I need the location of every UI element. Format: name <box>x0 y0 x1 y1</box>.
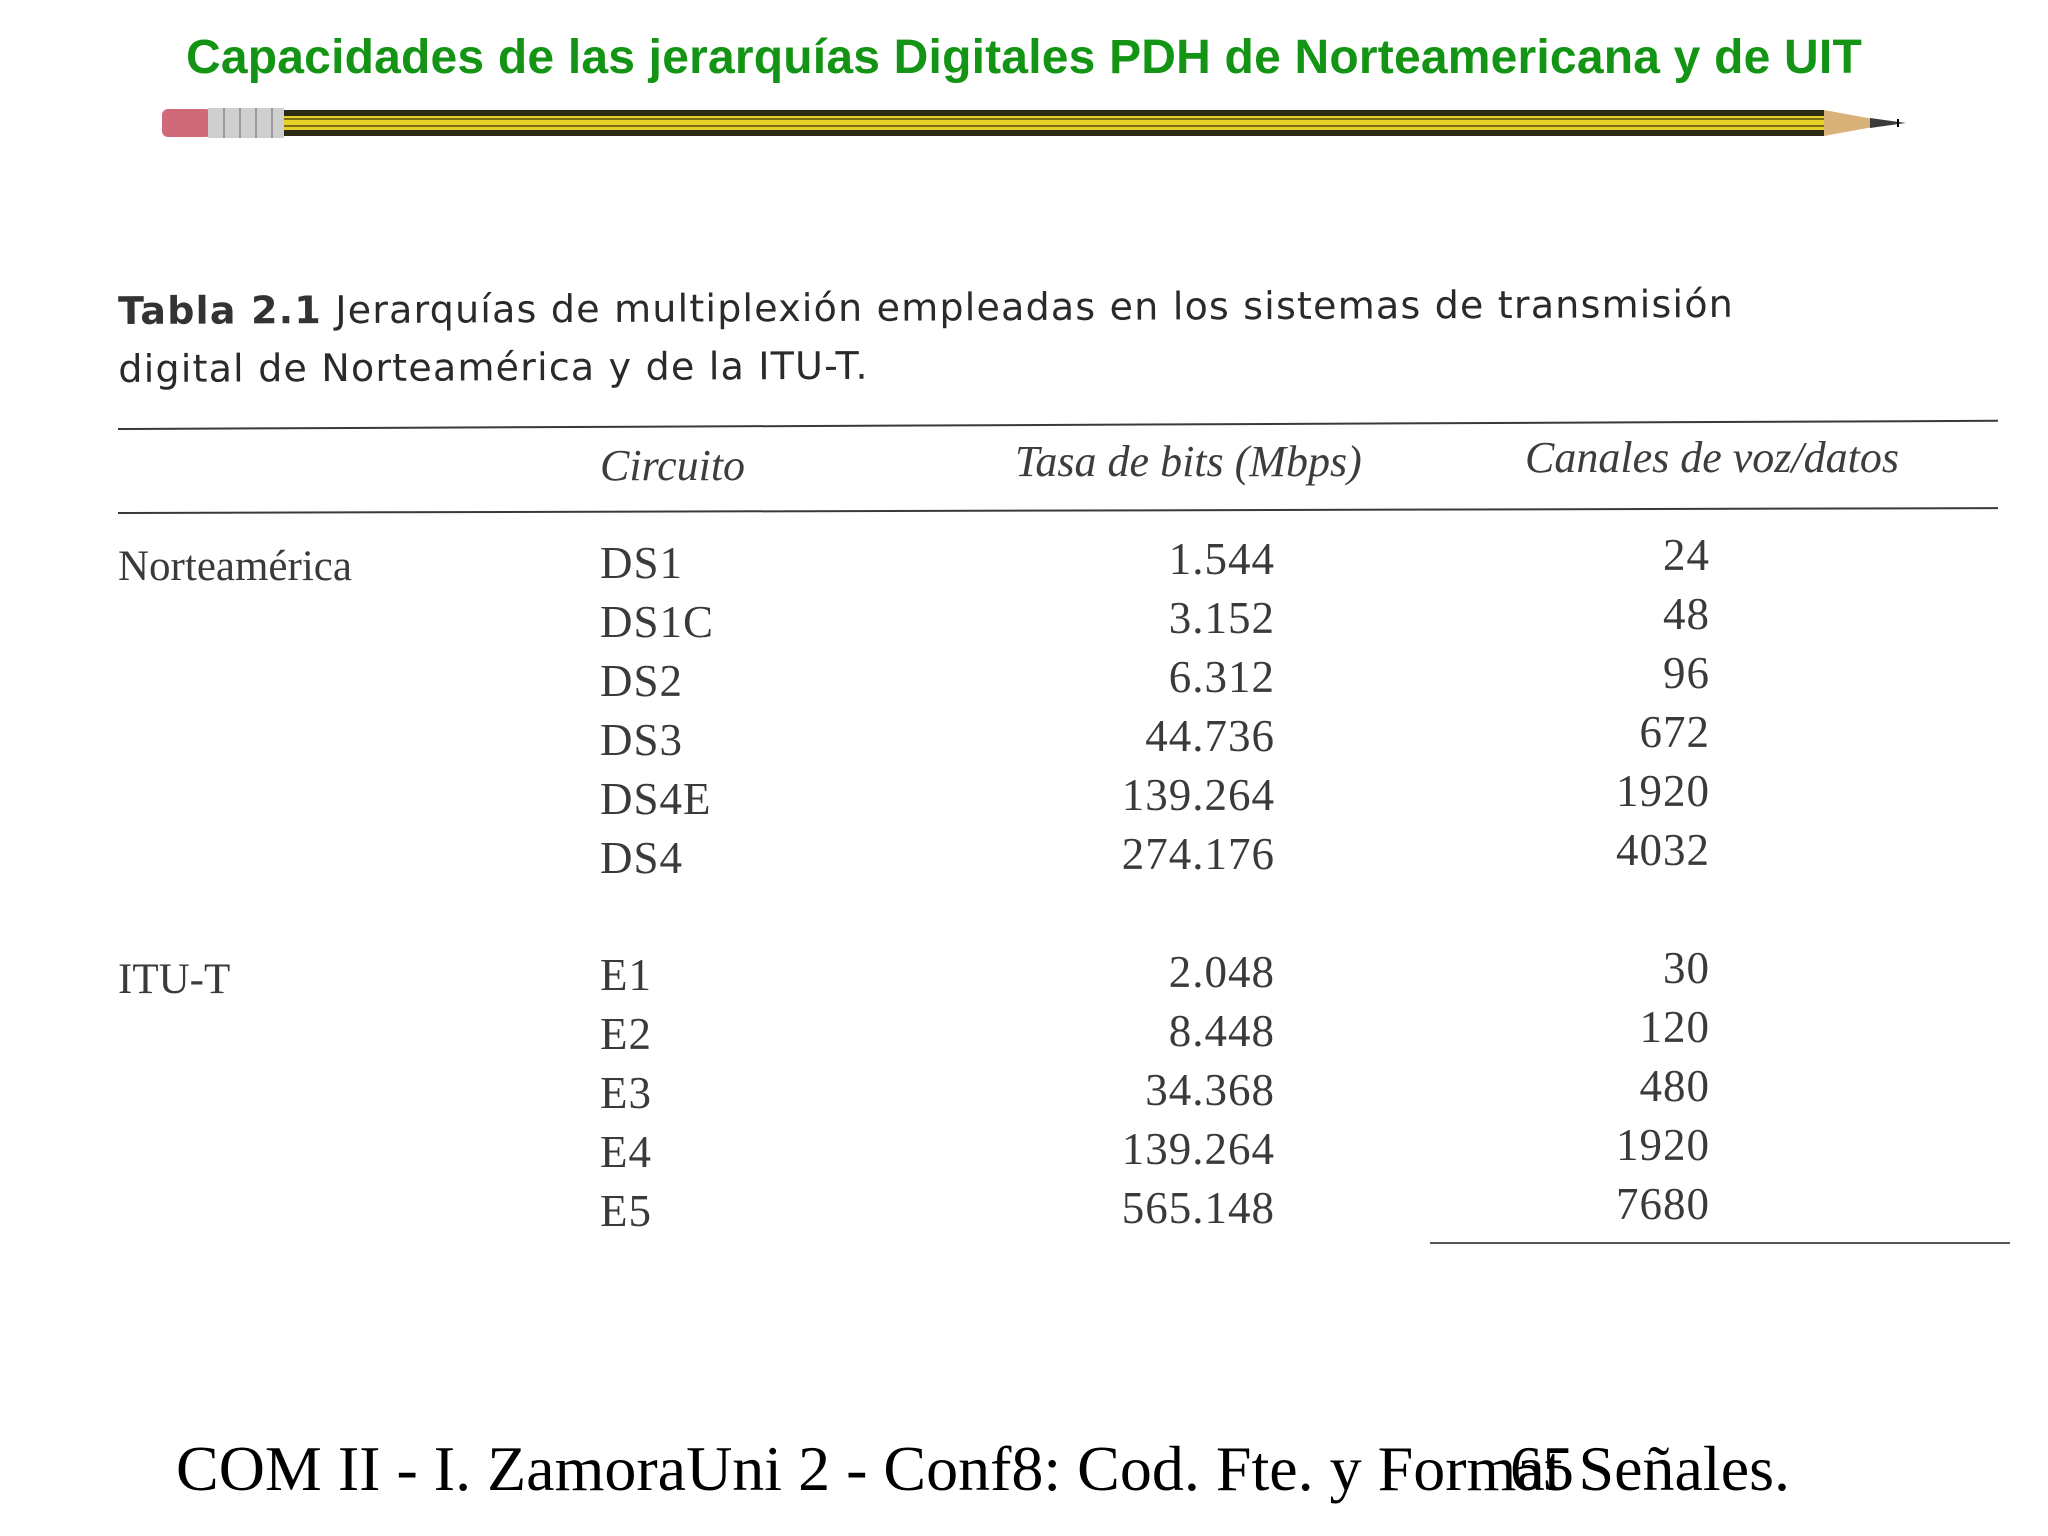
column-channels: 30 120 480 1920 7680 <box>1500 939 1710 1234</box>
table-cell-circuit: E4 <box>600 1127 652 1177</box>
table-caption-text: Jerarquías de multiplexión empleadas en … <box>321 281 1735 333</box>
table-cell-circuit: E2 <box>600 1009 652 1059</box>
table-cell-circuit: DS1 <box>600 538 684 588</box>
table-cell-circuit: DS4 <box>600 833 684 883</box>
footer-text: COM II - I. ZamoraUni 2 - Conf8: Cod. Ft… <box>176 1433 1790 1504</box>
table-cell-channels: 96 <box>1663 648 1710 698</box>
table-cell-rate: 34.368 <box>1145 1065 1275 1115</box>
table-cell-channels: 7680 <box>1616 1179 1710 1229</box>
table-cell-channels: 120 <box>1639 1002 1710 1052</box>
table-cell-rate: 3.152 <box>1168 593 1275 643</box>
table-cell-rate: 1.544 <box>1168 534 1275 584</box>
table-cell-circuit: DS2 <box>600 656 684 706</box>
table-cell-channels: 672 <box>1639 707 1710 757</box>
column-channels: 24 48 96 672 1920 4032 <box>1500 526 1710 880</box>
table-caption-label: Tabla 2.1 <box>118 288 323 333</box>
table-bottom-rule <box>1430 1242 2010 1244</box>
table-cell-channels: 1920 <box>1616 1120 1710 1170</box>
slide-title: Capacidades de las jerarquías Digitales … <box>186 31 1862 84</box>
table-cell-rate: 6.312 <box>1168 652 1275 702</box>
region-label: ITU-T <box>118 956 231 1003</box>
header-bottom-rule <box>117 507 1998 514</box>
table-cell-rate: 8.448 <box>1168 1006 1275 1056</box>
column-rate: 1.544 3.152 6.312 44.736 139.264 274.176 <box>1000 530 1275 884</box>
header-rate: Tasa de bits (Mbps) <box>1015 437 1362 486</box>
region-label: Norteamérica <box>118 543 352 590</box>
table-cell-channels: 480 <box>1639 1061 1710 1111</box>
table-cell-rate: 44.736 <box>1145 711 1275 761</box>
table-cell-rate: 139.264 <box>1121 1124 1275 1174</box>
table-cell-channels: 24 <box>1663 530 1710 580</box>
table-cell-channels: 48 <box>1663 589 1710 639</box>
table-cell-rate: 139.264 <box>1121 770 1275 820</box>
page-number: 65 <box>1510 1433 1574 1504</box>
table-cell-rate: 2.048 <box>1168 947 1275 997</box>
table-cell-channels: 4032 <box>1616 825 1710 875</box>
table-cell-channels: 30 <box>1663 943 1710 993</box>
column-circuit: E1 E2 E3 E4 E5 <box>600 946 860 1241</box>
table-caption: Tabla 2.1 Jerarquías de multiplexión emp… <box>118 274 1918 398</box>
table-cell-circuit: DS4E <box>600 774 712 824</box>
table-cell-circuit: E3 <box>600 1068 652 1118</box>
table-cell-channels: 1920 <box>1616 766 1710 816</box>
table-caption-text-line2: digital de Norteamérica y de la ITU-T. <box>118 343 869 391</box>
header-circuit: Circuito <box>600 441 746 490</box>
table-top-rule <box>117 419 1998 430</box>
header-channels: Canales de voz/datos <box>1525 433 1899 482</box>
table-cell-circuit: DS1C <box>600 597 715 647</box>
column-circuit: DS1 DS1C DS2 DS3 DS4E DS4 <box>600 534 860 888</box>
pencil-icon <box>162 108 1906 138</box>
table-cell-circuit: E5 <box>600 1186 652 1236</box>
column-rate: 2.048 8.448 34.368 139.264 565.148 <box>1000 943 1275 1238</box>
table-cell-rate: 274.176 <box>1121 829 1275 879</box>
table-cell-circuit: E1 <box>600 950 652 1000</box>
table-cell-circuit: DS3 <box>600 715 684 765</box>
table-cell-rate: 565.148 <box>1121 1183 1275 1233</box>
